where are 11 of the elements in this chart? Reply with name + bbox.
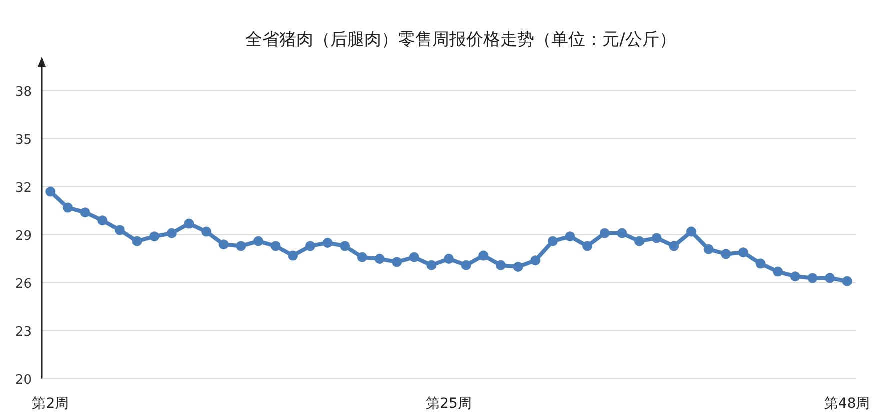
ytick: 29 [15, 229, 32, 244]
xtick: 第25周 [426, 396, 472, 412]
ytick: 23 [15, 325, 32, 340]
ytick: 38 [15, 85, 32, 100]
xtick: 第48周 [824, 396, 870, 412]
ytick: 20 [15, 373, 32, 388]
ytick: 26 [15, 277, 32, 292]
xtick: 第2周 [32, 396, 70, 412]
title: 全省猪肉（后腿肉）零售周报价格走势（单位：元/公斤） [246, 30, 676, 50]
ytick: 32 [15, 181, 32, 196]
ytick: 35 [15, 133, 32, 148]
